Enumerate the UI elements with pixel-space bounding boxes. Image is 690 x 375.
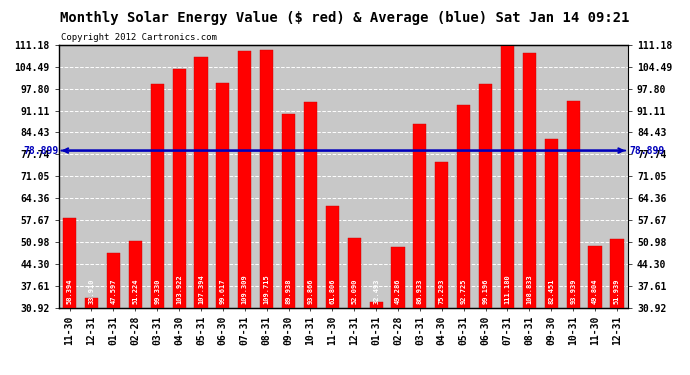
Text: Copyright 2012 Cartronics.com: Copyright 2012 Cartronics.com — [61, 33, 217, 42]
Text: 58.394: 58.394 — [67, 279, 72, 304]
Bar — [304, 102, 317, 308]
Text: 93.939: 93.939 — [570, 279, 576, 304]
Text: 82.451: 82.451 — [549, 279, 554, 304]
Text: 78.899: 78.899 — [23, 146, 58, 156]
Text: 86.933: 86.933 — [417, 279, 423, 304]
Bar — [172, 69, 186, 308]
Bar — [457, 105, 471, 308]
Bar — [85, 298, 98, 307]
Bar — [150, 84, 164, 308]
Bar — [523, 53, 536, 308]
Text: 108.833: 108.833 — [526, 274, 533, 304]
Bar — [501, 45, 514, 308]
Text: 89.938: 89.938 — [286, 279, 292, 304]
Text: 33.910: 33.910 — [88, 279, 95, 304]
Text: 52.090: 52.090 — [351, 279, 357, 304]
Bar — [611, 239, 624, 308]
Bar — [435, 162, 448, 308]
Bar — [479, 84, 492, 308]
Text: 107.394: 107.394 — [198, 274, 204, 304]
Text: 109.715: 109.715 — [264, 274, 270, 304]
Text: 61.806: 61.806 — [329, 279, 335, 304]
Text: 51.224: 51.224 — [132, 279, 138, 304]
Bar — [370, 302, 383, 307]
Text: 93.866: 93.866 — [308, 279, 313, 304]
Text: 99.330: 99.330 — [154, 279, 160, 304]
Text: 103.922: 103.922 — [176, 274, 182, 304]
Text: 109.309: 109.309 — [241, 274, 248, 304]
Bar — [260, 50, 273, 308]
Text: 47.597: 47.597 — [110, 279, 117, 304]
Bar — [348, 238, 361, 308]
Bar — [413, 124, 426, 308]
Bar — [589, 246, 602, 308]
Bar — [63, 217, 76, 308]
Text: Monthly Solar Energy Value ($ red) & Average (blue) Sat Jan 14 09:21: Monthly Solar Energy Value ($ red) & Ave… — [60, 11, 630, 25]
Bar — [544, 139, 558, 308]
Text: 51.939: 51.939 — [614, 279, 620, 304]
Text: 49.804: 49.804 — [592, 279, 598, 304]
Bar — [326, 207, 339, 308]
Text: 49.286: 49.286 — [395, 279, 401, 304]
Bar — [107, 253, 120, 308]
Bar — [282, 114, 295, 308]
Text: 111.180: 111.180 — [504, 274, 511, 304]
Bar — [129, 241, 142, 308]
Bar — [566, 101, 580, 308]
Text: 75.293: 75.293 — [439, 279, 445, 304]
Text: 92.725: 92.725 — [461, 279, 466, 304]
Text: 32.493: 32.493 — [373, 279, 379, 304]
Bar — [391, 248, 404, 308]
Bar — [216, 83, 229, 308]
Bar — [238, 51, 251, 308]
Text: 78.899: 78.899 — [629, 146, 664, 156]
Text: 99.196: 99.196 — [482, 279, 489, 304]
Text: 99.617: 99.617 — [220, 279, 226, 304]
Bar — [195, 57, 208, 308]
